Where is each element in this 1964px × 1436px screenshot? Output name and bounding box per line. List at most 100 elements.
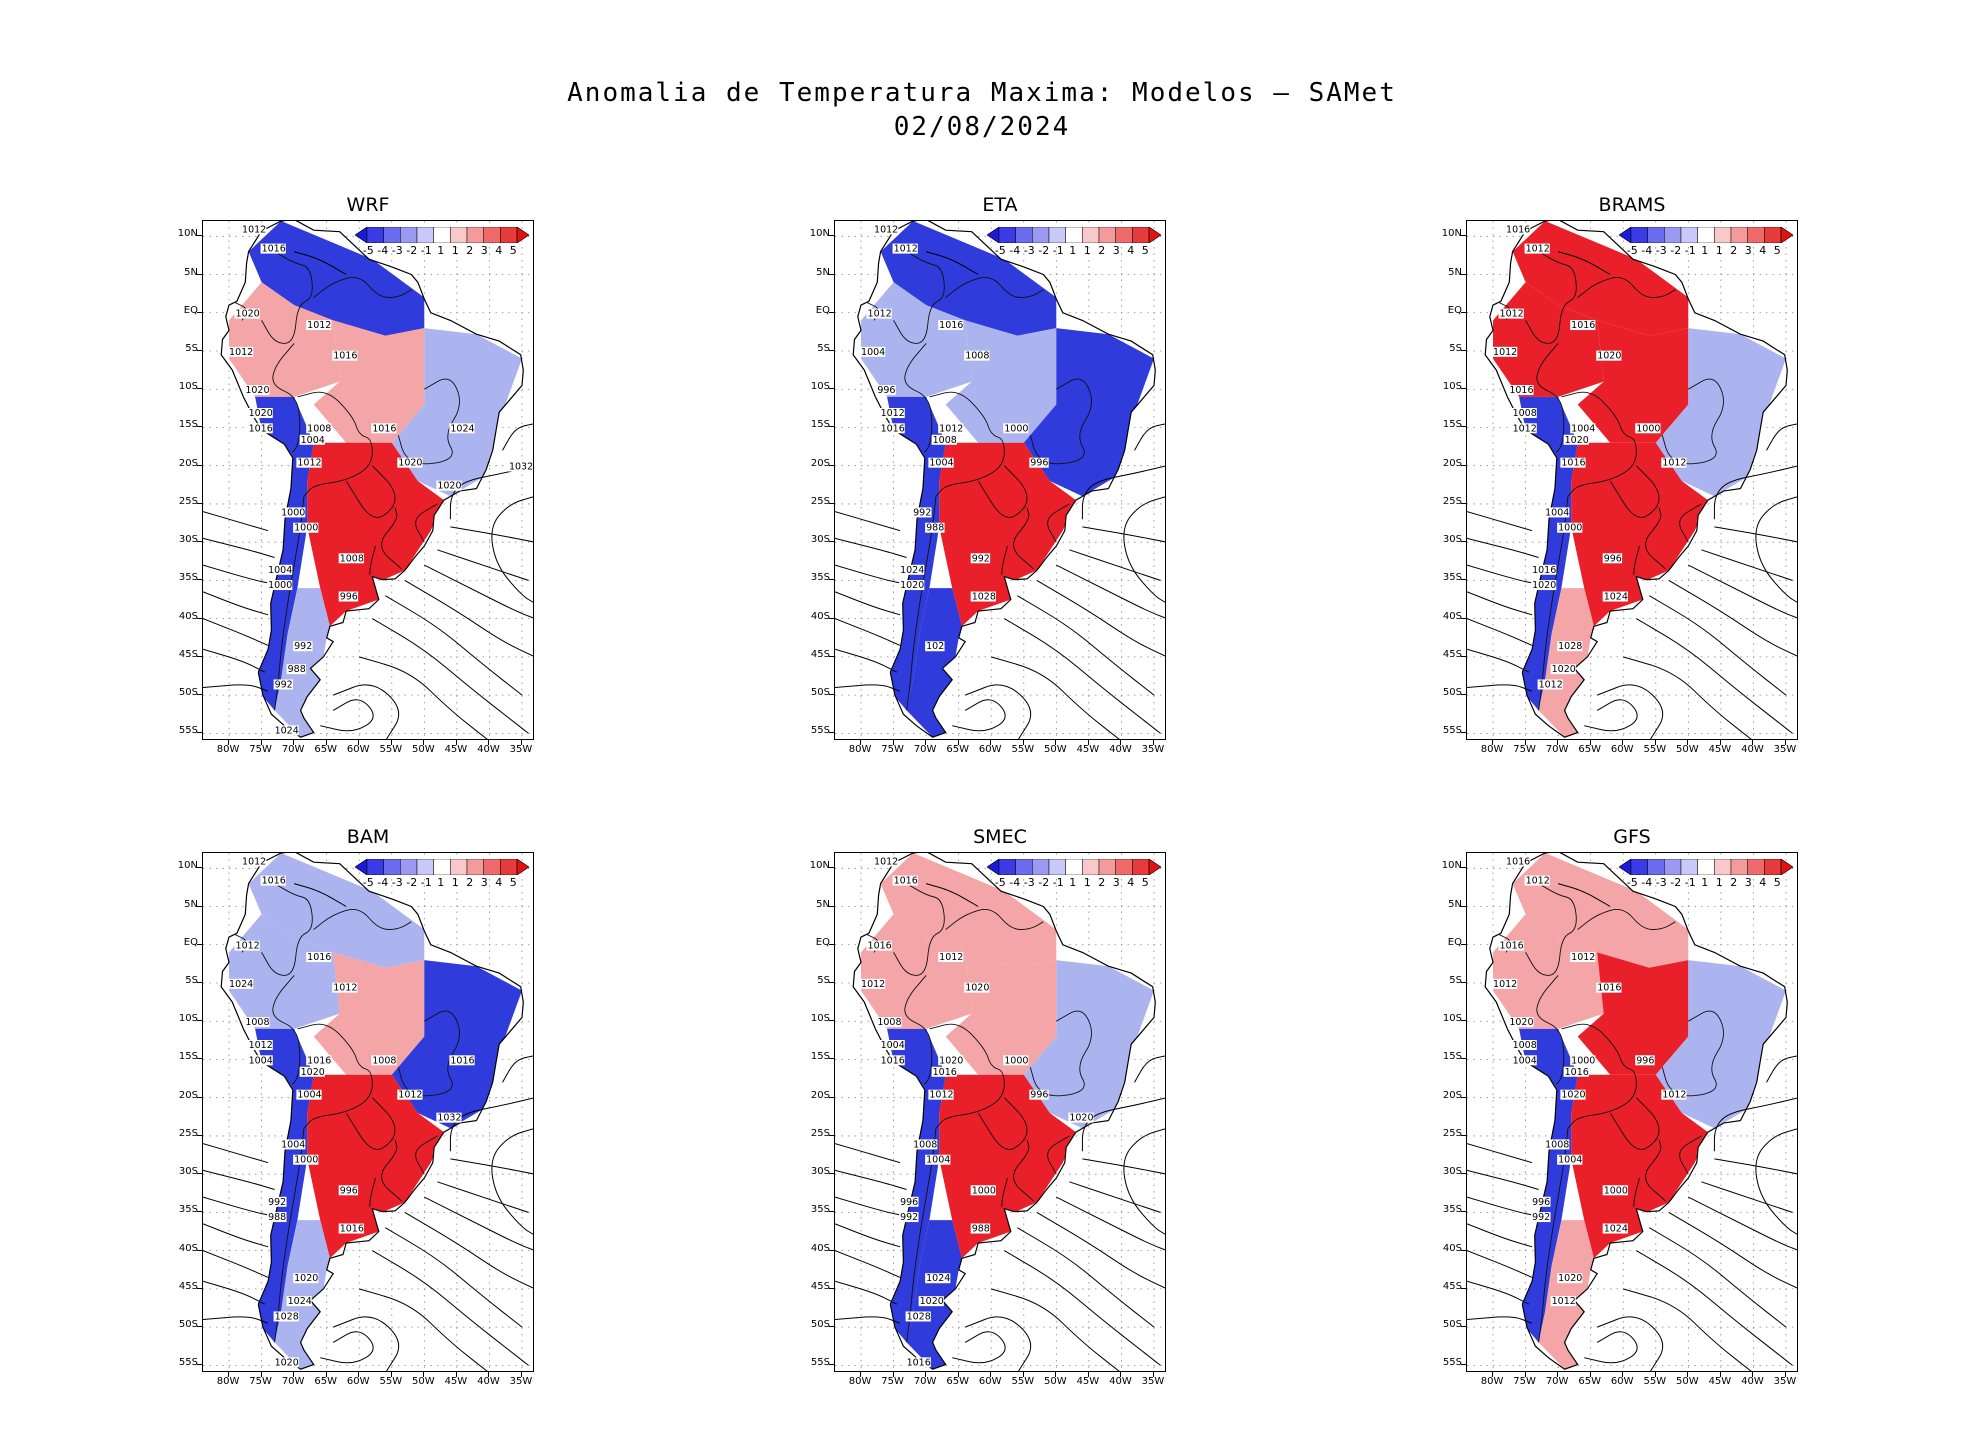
isobar-label-bg: [879, 1040, 905, 1050]
isobar-label: 1000: [1558, 523, 1582, 534]
isobar-label-bg: [280, 507, 306, 518]
colorbar-swatch: [1630, 227, 1648, 243]
lon-label: 80W: [848, 1376, 872, 1387]
isobar-label-bg: [970, 591, 996, 602]
anomaly-region-patagonia: [906, 1220, 962, 1370]
lat-tick: [1461, 732, 1466, 734]
isobar-line: [835, 511, 901, 532]
lon-label: 80W: [1480, 744, 1504, 755]
lat-tick: [1461, 350, 1466, 351]
isobar-label: 1016: [907, 1357, 931, 1368]
lon-tick: [325, 740, 327, 745]
lon-tick: [293, 1372, 295, 1377]
lat-label: 50S: [810, 687, 830, 699]
isobar-line: [320, 1331, 374, 1364]
isobar-label: 996: [340, 592, 358, 603]
isobar-label: 1020: [1532, 580, 1556, 591]
isobar-label-bg: [299, 434, 325, 445]
lat-label: 35S: [810, 1204, 830, 1216]
lon-tick: [228, 1372, 230, 1377]
isobar-label: 1020: [1597, 351, 1621, 362]
isobar-line: [449, 1097, 533, 1152]
country-border: [1047, 1135, 1070, 1175]
isobar-line: [1668, 1211, 1797, 1289]
lat-tick: [197, 388, 202, 390]
lon-tick: [423, 1372, 425, 1377]
isobar-line: [835, 618, 901, 646]
isobar-label: 1016: [1532, 565, 1556, 576]
colorbar-swatch: [500, 227, 518, 243]
isobar-label: 1024: [229, 979, 253, 990]
isobar-label: 1016: [333, 351, 357, 362]
colorbar-label: -1: [1052, 876, 1064, 889]
colorbar-label: 2: [466, 244, 474, 257]
lon-label: 60W: [346, 744, 370, 755]
colorbar-label: 2: [1730, 876, 1738, 889]
isobar-label-bg: [1511, 1040, 1537, 1050]
isobar-label-bg: [244, 1017, 270, 1028]
lat-label: 30S: [810, 534, 830, 546]
lat-tick: [829, 867, 834, 869]
isobar-label: 1028: [275, 1311, 299, 1322]
country-border: [1013, 1139, 1034, 1202]
isobar-label-bg: [1544, 507, 1570, 518]
lat-label: 5S: [185, 975, 198, 986]
lon-label: 50W: [412, 744, 435, 755]
colorbar-high-arrow: [1148, 859, 1161, 875]
isobar-line: [1557, 251, 1611, 275]
isobar-label: 1000: [1636, 423, 1660, 434]
lon-label: 70W: [913, 744, 937, 755]
lat-label: 25S: [178, 1127, 198, 1139]
isobar-label: 1016: [1561, 458, 1585, 469]
lat-label: 50S: [178, 1319, 198, 1331]
isobar-label: 1008: [877, 1017, 901, 1028]
isobar-label: 996: [900, 1197, 918, 1208]
isobar-label: 1016: [340, 1224, 364, 1235]
lat-label: 40S: [1442, 610, 1462, 622]
isobar-label-bg: [925, 1273, 951, 1284]
isobar-label-bg: [338, 553, 364, 564]
isobar-label-bg: [1524, 875, 1550, 886]
country-border: [1561, 1023, 1637, 1129]
isobar-line: [965, 684, 1032, 739]
lon-tick: [1524, 1372, 1526, 1377]
country-border: [415, 503, 438, 543]
lon-tick: [957, 740, 959, 745]
lat-label: 20S: [178, 457, 198, 469]
isobar-label: 1016: [933, 1067, 957, 1078]
colorbar-label: 5: [1141, 244, 1149, 257]
lat-tick: [1461, 655, 1466, 657]
colorbar-swatch: [1048, 859, 1066, 875]
lon-label: 35W: [509, 744, 533, 755]
isobar-line: [1123, 496, 1165, 603]
colorbar-label: 1: [1083, 876, 1091, 889]
lat-tick: [197, 1287, 202, 1289]
isobar-label-bg: [970, 1223, 991, 1234]
isobar-label: 1016: [1506, 856, 1530, 867]
panel-title: SMEC: [973, 826, 1027, 848]
colorbar-label: 1: [437, 244, 445, 257]
isobar-label: 1020: [1509, 1017, 1533, 1028]
country-border: [381, 1139, 402, 1202]
lat-tick: [197, 311, 202, 313]
isobar-label-bg: [228, 978, 254, 989]
isobar-line: [1123, 1128, 1165, 1235]
isobar-label: 1000: [281, 507, 305, 518]
colorbar-label: 3: [1744, 244, 1752, 257]
isobar-label: 1012: [1526, 244, 1550, 255]
isobar-line: [1623, 656, 1752, 739]
isobar-label: 1020: [245, 385, 269, 396]
isobar-label-bg: [1563, 1066, 1589, 1077]
lat-tick: [829, 905, 834, 907]
lat-label: 10N: [177, 860, 198, 872]
lat-label: 50S: [178, 687, 198, 699]
lat-tick: [1461, 502, 1466, 504]
isobar-label: 992: [275, 679, 293, 690]
isobar-label-bg: [234, 308, 260, 319]
isobar-label: 1016: [1500, 941, 1524, 952]
lon-label: 40W: [1109, 744, 1132, 755]
isobar-line: [1714, 526, 1797, 543]
isobar-line: [203, 618, 269, 646]
colorbar-label: 3: [1112, 244, 1120, 257]
lon-label: 50W: [412, 1376, 435, 1387]
